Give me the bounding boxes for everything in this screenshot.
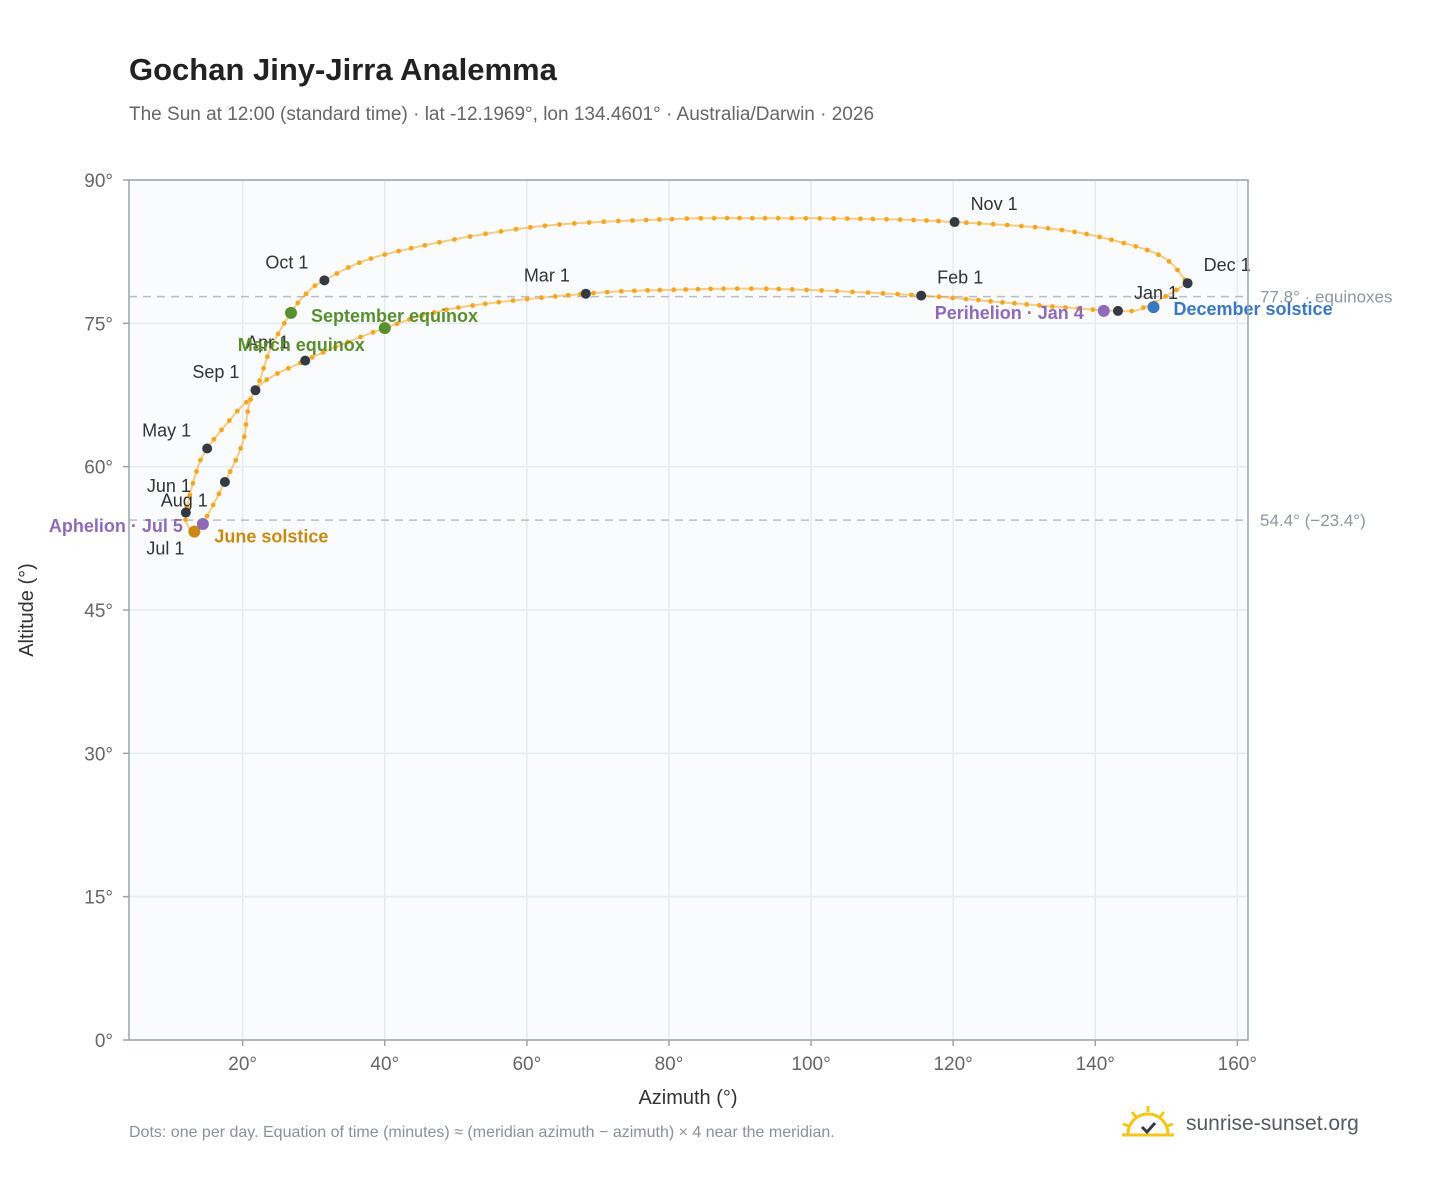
analemma-curve bbox=[184, 217, 1189, 533]
marker-mar-1 bbox=[580, 288, 591, 299]
label-feb-1: Feb 1 bbox=[937, 268, 983, 288]
y-tick-label: 60° bbox=[84, 458, 113, 479]
event-september-equinox bbox=[284, 306, 297, 319]
label-dec-1: Dec 1 bbox=[1204, 255, 1251, 275]
marker-labels: Jan 1 Feb 1 Mar 1 Apr 1 May 1 Jun 1 Jul 1 Aug 1… bbox=[49, 194, 1333, 559]
label-jul-1: Jul 1 bbox=[146, 539, 184, 559]
markers bbox=[180, 217, 1193, 538]
event-label-june-solstice: June solstice bbox=[214, 527, 328, 547]
sun-logo-icon bbox=[1122, 1106, 1174, 1137]
label-may-1: May 1 bbox=[142, 421, 191, 441]
label-aug-1: Aug 1 bbox=[161, 491, 208, 511]
event-label-aphelion-jul-5: Aphelion · Jul 5 bbox=[49, 516, 183, 536]
marker-nov-1 bbox=[949, 217, 960, 228]
event-label-september-equinox: September equinox bbox=[311, 306, 478, 326]
event-aphelion-jul-5 bbox=[196, 518, 209, 530]
x-tick-label: 120° bbox=[933, 1054, 972, 1075]
marker-oct-1 bbox=[319, 275, 330, 286]
label-oct-1: Oct 1 bbox=[265, 252, 308, 272]
y-tick-label: 0° bbox=[95, 1031, 113, 1052]
event-june-solstice bbox=[188, 525, 201, 538]
brand[interactable]: sunrise-sunset.org bbox=[1120, 1104, 1359, 1144]
x-tick-label: 40° bbox=[370, 1054, 399, 1075]
analemma-path bbox=[183, 215, 1190, 533]
marker-aug-1 bbox=[180, 507, 191, 518]
x-tick-label: 20° bbox=[228, 1054, 257, 1075]
x-tick-label: 100° bbox=[791, 1054, 830, 1075]
marker-jun-1 bbox=[219, 476, 230, 487]
footnote: Dots: one per day. Equation of time (min… bbox=[129, 1124, 835, 1141]
label-nov-1: Nov 1 bbox=[971, 194, 1018, 214]
reference-line-label: 54.4° (−23.4°) bbox=[1260, 511, 1366, 530]
x-tick-label: 160° bbox=[1218, 1054, 1257, 1075]
event-label-march-equinox: March equinox bbox=[238, 335, 365, 355]
chart-title: Gochan Jiny-Jirra Analemma bbox=[129, 52, 557, 87]
label-sep-1: Sep 1 bbox=[192, 362, 239, 382]
marker-apr-1 bbox=[300, 355, 311, 366]
x-tick-label: 140° bbox=[1076, 1054, 1115, 1075]
y-tick-label: 90° bbox=[84, 171, 113, 192]
axis-ticks: 20° 40° 60° 80° 100° 120° 140° 160° 0° 15° 30° 45° 6… bbox=[84, 171, 1257, 1075]
y-tick-label: 45° bbox=[84, 601, 113, 622]
label-mar-1: Mar 1 bbox=[524, 266, 570, 286]
marker-feb-1 bbox=[916, 290, 927, 301]
brand-text: sunrise-sunset.org bbox=[1186, 1112, 1359, 1135]
chart-subtitle: The Sun at 12:00 (standard time) · lat -… bbox=[129, 104, 875, 125]
label-jun-1: Jun 1 bbox=[147, 476, 191, 496]
x-axis-label: Azimuth (°) bbox=[638, 1087, 737, 1109]
reference-line-label: 77.8° · equinoxes bbox=[1260, 288, 1393, 307]
event-perihelion-jan-4 bbox=[1097, 304, 1110, 317]
event-label-perihelion-jan-4: Perihelion · Jan 4 bbox=[935, 303, 1084, 323]
y-tick-label: 75° bbox=[84, 314, 113, 335]
marker-sep-1 bbox=[250, 385, 261, 396]
x-tick-label: 60° bbox=[512, 1054, 541, 1075]
y-tick-label: 15° bbox=[84, 888, 113, 909]
marker-jan-1 bbox=[1112, 305, 1123, 316]
event-march-equinox bbox=[378, 322, 391, 335]
event-december-solstice bbox=[1147, 301, 1160, 314]
marker-dec-1 bbox=[1182, 278, 1193, 289]
y-tick-label: 30° bbox=[84, 744, 113, 765]
reference-lines: 77.8° · equinoxes 54.4° (−23.4°) bbox=[129, 288, 1393, 530]
marker-may-1 bbox=[202, 443, 213, 454]
x-tick-label: 80° bbox=[655, 1054, 684, 1075]
label-apr-1: Apr 1 bbox=[246, 333, 289, 353]
y-axis-label: Altitude (°) bbox=[16, 563, 38, 657]
event-label-december-solstice: December solstice bbox=[1174, 299, 1333, 319]
label-jan-1: Jan 1 bbox=[1134, 283, 1178, 303]
